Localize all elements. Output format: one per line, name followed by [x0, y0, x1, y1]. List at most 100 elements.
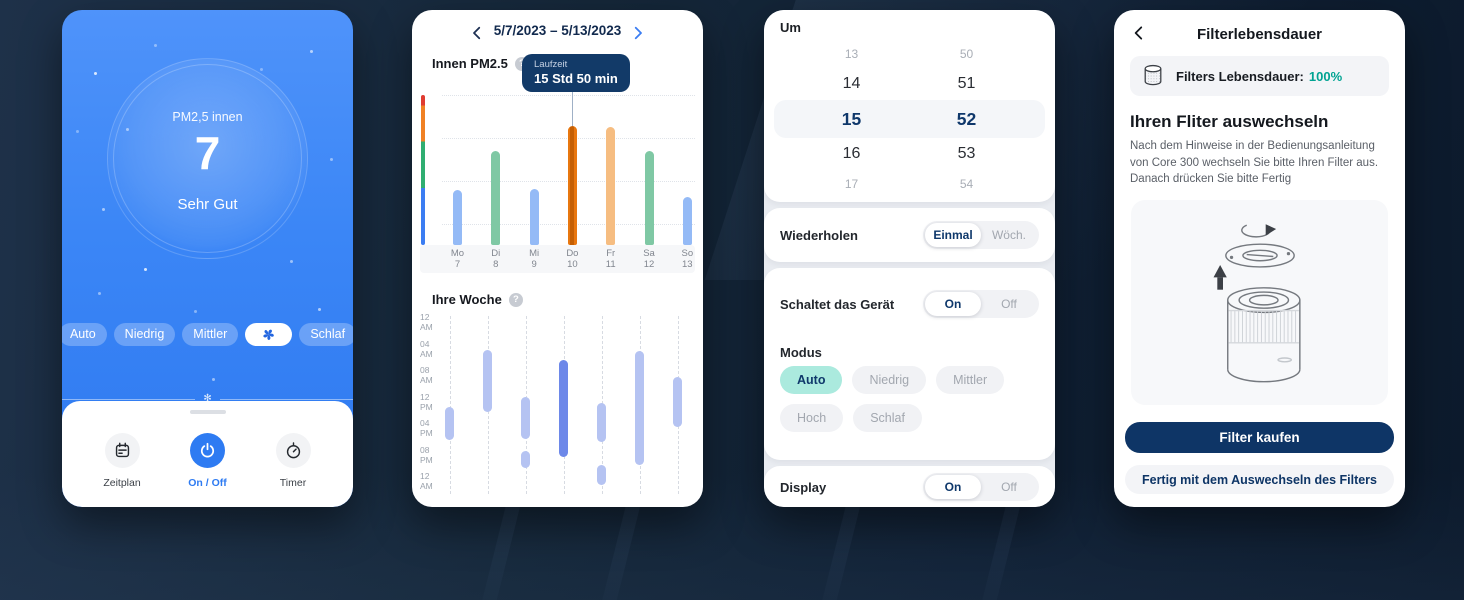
pm-bar-so[interactable]: [682, 197, 692, 245]
minute-option[interactable]: 50: [959, 47, 974, 61]
particle-dots: [62, 10, 65, 13]
week-time-label: 12 PM: [420, 391, 433, 412]
statistics-screen: 5/7/2023 – 5/13/2023 Innen PM2.5 ? Laufz…: [412, 10, 703, 507]
next-week-chevron-icon[interactable]: [629, 24, 647, 42]
display-option-off[interactable]: Off: [1001, 480, 1017, 494]
display-label: Display: [780, 479, 827, 495]
pm-bar-sa[interactable]: [644, 151, 654, 245]
timer-button[interactable]: Timer: [261, 433, 325, 489]
divider-line: [219, 398, 353, 400]
week-runtime-pill: [597, 465, 606, 485]
week-runtime-pill: [559, 359, 568, 458]
power-option-off[interactable]: Off: [1001, 297, 1017, 311]
purifier-drawing: [1213, 224, 1301, 383]
display-option-on[interactable]: On: [925, 475, 981, 499]
filter-life-screen: Filterlebensdauer Filters Lebensdauer: 1…: [1114, 10, 1405, 507]
repeat-option-woech[interactable]: Wöch.: [991, 228, 1026, 242]
selected-minute[interactable]: 52: [956, 108, 977, 129]
mode-auto[interactable]: Auto: [62, 323, 107, 346]
pm-axis-label: Fr 11: [605, 248, 616, 271]
zeitplan-button[interactable]: Zeitplan: [90, 433, 154, 489]
modus-label: Modus: [780, 345, 822, 360]
pm-axis-label: Sa 12: [643, 248, 655, 271]
week-chart-title-row: Ihre Woche ?: [432, 292, 523, 307]
repeat-section: Wiederholen Einmal Wöch.: [764, 208, 1055, 262]
hour-option[interactable]: 14: [842, 75, 861, 92]
week-chart-title: Ihre Woche: [432, 292, 502, 307]
quick-actions: Zeitplan On / Off: [62, 433, 353, 489]
modus-chips: Auto Niedrig Mittler Hoch Schlaf: [780, 366, 1039, 432]
minute-option[interactable]: 51: [957, 75, 976, 92]
page-title: Filterlebensdauer: [1196, 26, 1323, 43]
device-dashboard-screen: PM2,5 innen 7 Sehr Gut Auto Niedrig Mitt…: [62, 10, 353, 507]
replace-filter-instructions: Nach dem Hinweise in der Bedienungsanlei…: [1130, 140, 1379, 186]
week-time-label: 04 AM: [420, 338, 433, 359]
power-segmented: On Off: [923, 290, 1039, 318]
pm-bar-mi[interactable]: [529, 188, 539, 245]
repeat-label: Wiederholen: [780, 227, 858, 243]
display-row: Display On Off: [780, 473, 1039, 501]
week-day-column: [449, 316, 451, 494]
action-label: Timer: [279, 477, 307, 489]
replace-filter-heading: Ihren Fliter auswechseln: [1130, 112, 1329, 131]
time-picker: 13 50 14 51 15 52 16 53 17 54: [764, 40, 1055, 198]
mode-schlaf[interactable]: Schlaf: [299, 323, 353, 346]
pm-axis-label: So 13: [681, 248, 694, 271]
week-runtime-pill: [597, 402, 606, 442]
pm-bar-mo[interactable]: [453, 189, 462, 245]
mode-fan-selected[interactable]: [245, 323, 293, 346]
timer-icon: [275, 433, 311, 468]
minute-option[interactable]: 53: [957, 145, 976, 162]
mode-niedrig[interactable]: Niedrig: [113, 323, 176, 346]
picker-row: 14 51: [794, 68, 1024, 100]
help-icon[interactable]: ?: [508, 292, 523, 307]
modus-hoch[interactable]: Hoch: [780, 404, 844, 432]
selected-hour[interactable]: 15: [841, 108, 862, 129]
power-on-off-button[interactable]: On / Off: [176, 433, 240, 489]
prev-week-chevron-icon[interactable]: [468, 24, 486, 42]
week-runtime-pill: [673, 376, 682, 428]
air-quality-text: Sehr Gut: [177, 196, 238, 213]
power-option-on[interactable]: On: [925, 292, 981, 316]
pm-axis-label: Mi 9: [529, 248, 540, 271]
week-time-label: 12 AM: [420, 312, 433, 332]
minute-option[interactable]: 54: [959, 177, 974, 191]
pm-bar-fr[interactable]: [606, 126, 616, 245]
modus-schlaf[interactable]: Schlaf: [853, 404, 922, 432]
tooltip-pointer: [571, 90, 573, 127]
pm-xaxis: Mo 7 Di 8 Mi 9 Do 10 Fr 11 Sa 12 So 13: [420, 245, 695, 273]
picker-row: 13 50: [794, 40, 1024, 68]
buy-filter-button[interactable]: Filter kaufen: [1125, 422, 1394, 453]
filter-replaced-done-button[interactable]: Fertig mit dem Auswechseln des Filters: [1125, 465, 1394, 494]
mode-mittler[interactable]: Mittler: [182, 323, 239, 346]
hour-option[interactable]: 17: [844, 177, 859, 191]
display-section: Display On Off: [764, 466, 1055, 507]
schedule-editor-screen: Um 13 50 14 51 15 52 16 53: [764, 10, 1055, 507]
filter-status-card: Filters Lebensdauer: 100%: [1130, 56, 1389, 96]
fan-mode-selector: Auto Niedrig Mittler Schlaf: [62, 323, 353, 346]
repeat-option-einmal[interactable]: Einmal: [925, 223, 981, 247]
modus-auto[interactable]: Auto: [780, 366, 843, 394]
drag-handle[interactable]: [189, 410, 226, 414]
repeat-row: Wiederholen Einmal Wöch.: [780, 221, 1039, 249]
modus-niedrig[interactable]: Niedrig: [852, 366, 927, 394]
divider-line: [62, 398, 196, 400]
modus-mittler[interactable]: Mittler: [936, 366, 1005, 394]
power-label: Schaltet das Gerät: [780, 296, 895, 312]
power-row: Schaltet das Gerät On Off: [780, 290, 1039, 318]
tooltip-value: 15 Std 50 min: [534, 71, 618, 86]
pm-bar-do[interactable]: [567, 126, 577, 245]
pm-bar-di[interactable]: [491, 151, 501, 245]
time-section-label: Um: [780, 20, 801, 35]
back-chevron-icon[interactable]: [1130, 24, 1148, 42]
picker-row: 17 54: [794, 170, 1024, 198]
weekly-schedule-chart: 12 AM 04 AM 08 AM 12 PM 04 PM 08 PM 12 AM: [412, 312, 703, 501]
week-time-label: 08 AM: [420, 365, 433, 385]
week-runtime-pill: [521, 396, 530, 440]
hour-option[interactable]: 16: [842, 145, 861, 162]
pm-axis-label: Di 8: [491, 248, 501, 271]
hour-option[interactable]: 13: [844, 47, 859, 61]
pm25-value: 7: [194, 127, 221, 179]
fan-icon: [263, 329, 275, 340]
pm25-label: PM2,5 innen: [172, 110, 243, 124]
